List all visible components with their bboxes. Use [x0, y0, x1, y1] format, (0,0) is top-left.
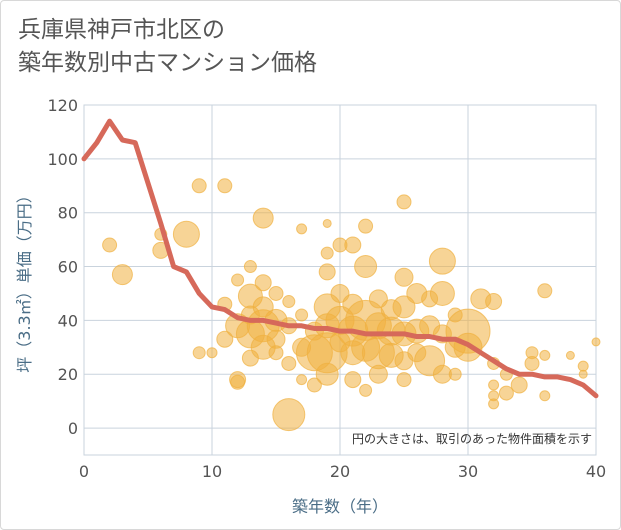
y-tick-label: 40 [58, 311, 78, 330]
data-bubble [272, 398, 306, 432]
y-axis-label: 坪（3.3㎡）単価（万円） [15, 187, 34, 372]
data-bubble [268, 285, 284, 301]
data-bubble [428, 247, 456, 275]
data-bubble [485, 293, 503, 311]
y-tick-label: 100 [47, 150, 78, 169]
chart-title: 兵庫県神戸市北区の 築年数別中古マンション価格 [18, 14, 317, 80]
data-bubble [498, 385, 514, 401]
y-tick-label: 20 [58, 365, 78, 384]
data-bubble [344, 236, 362, 254]
data-bubble [488, 398, 500, 410]
x-tick-label: 0 [79, 462, 89, 481]
title-line-1: 兵庫県神戸市北区の [18, 17, 225, 43]
x-tick-label: 40 [586, 462, 606, 481]
data-bubble [354, 255, 378, 279]
data-bubble [396, 372, 412, 388]
data-bubble [432, 364, 452, 384]
data-bubble [306, 377, 322, 393]
trend-line [81, 118, 599, 399]
data-bubble [429, 280, 455, 306]
data-bubble [252, 207, 274, 229]
y-tick-label: 80 [58, 204, 78, 223]
data-bubble [358, 218, 374, 234]
data-bubble [281, 355, 297, 371]
x-tick-label: 20 [330, 462, 350, 481]
data-bubble [296, 374, 308, 386]
data-bubble [315, 362, 339, 386]
data-bubble [243, 260, 257, 274]
data-bubble [359, 383, 373, 397]
data-bubble [539, 349, 551, 361]
data-bubble [217, 178, 233, 194]
data-bubble [295, 308, 309, 322]
data-bubble [231, 273, 245, 287]
data-bubble [268, 345, 284, 361]
data-bubble [230, 374, 246, 390]
data-bubble [296, 223, 308, 235]
data-bubble [510, 376, 528, 394]
data-bubble [254, 274, 272, 292]
y-tick-label: 120 [47, 96, 78, 115]
data-bubble [318, 263, 336, 281]
data-bubble [524, 355, 540, 371]
data-bubble [591, 337, 601, 347]
data-bubble [172, 220, 200, 248]
data-bubble [191, 178, 207, 194]
data-bubble [394, 267, 414, 287]
title-line-2: 築年数別中古マンション価格 [18, 50, 317, 76]
data-bubble [537, 283, 553, 299]
data-bubble [206, 347, 218, 359]
data-bubble [392, 295, 416, 319]
x-axis-label: 築年数（年） [292, 497, 388, 516]
data-bubble [396, 194, 412, 210]
bubble-size-note: 円の大きさは、取引のあった物件面積を示す [352, 431, 592, 446]
data-bubble [344, 371, 362, 389]
x-tick-label: 30 [458, 462, 478, 481]
data-bubble [322, 218, 332, 228]
data-bubble [111, 264, 133, 286]
y-tick-label: 60 [58, 258, 78, 277]
x-tick-label: 10 [202, 462, 222, 481]
data-bubble [578, 369, 588, 379]
data-bubble [448, 367, 462, 381]
data-bubble [368, 364, 388, 384]
data-bubble [565, 350, 575, 360]
data-bubble [320, 246, 334, 260]
data-bubble [577, 360, 589, 372]
data-bubble [216, 330, 234, 348]
data-bubble [539, 390, 551, 402]
data-bubble [192, 346, 206, 360]
y-tick-label: 0 [68, 419, 78, 438]
data-bubble [102, 237, 118, 253]
data-bubble [488, 379, 500, 391]
data-bubble [282, 295, 296, 309]
